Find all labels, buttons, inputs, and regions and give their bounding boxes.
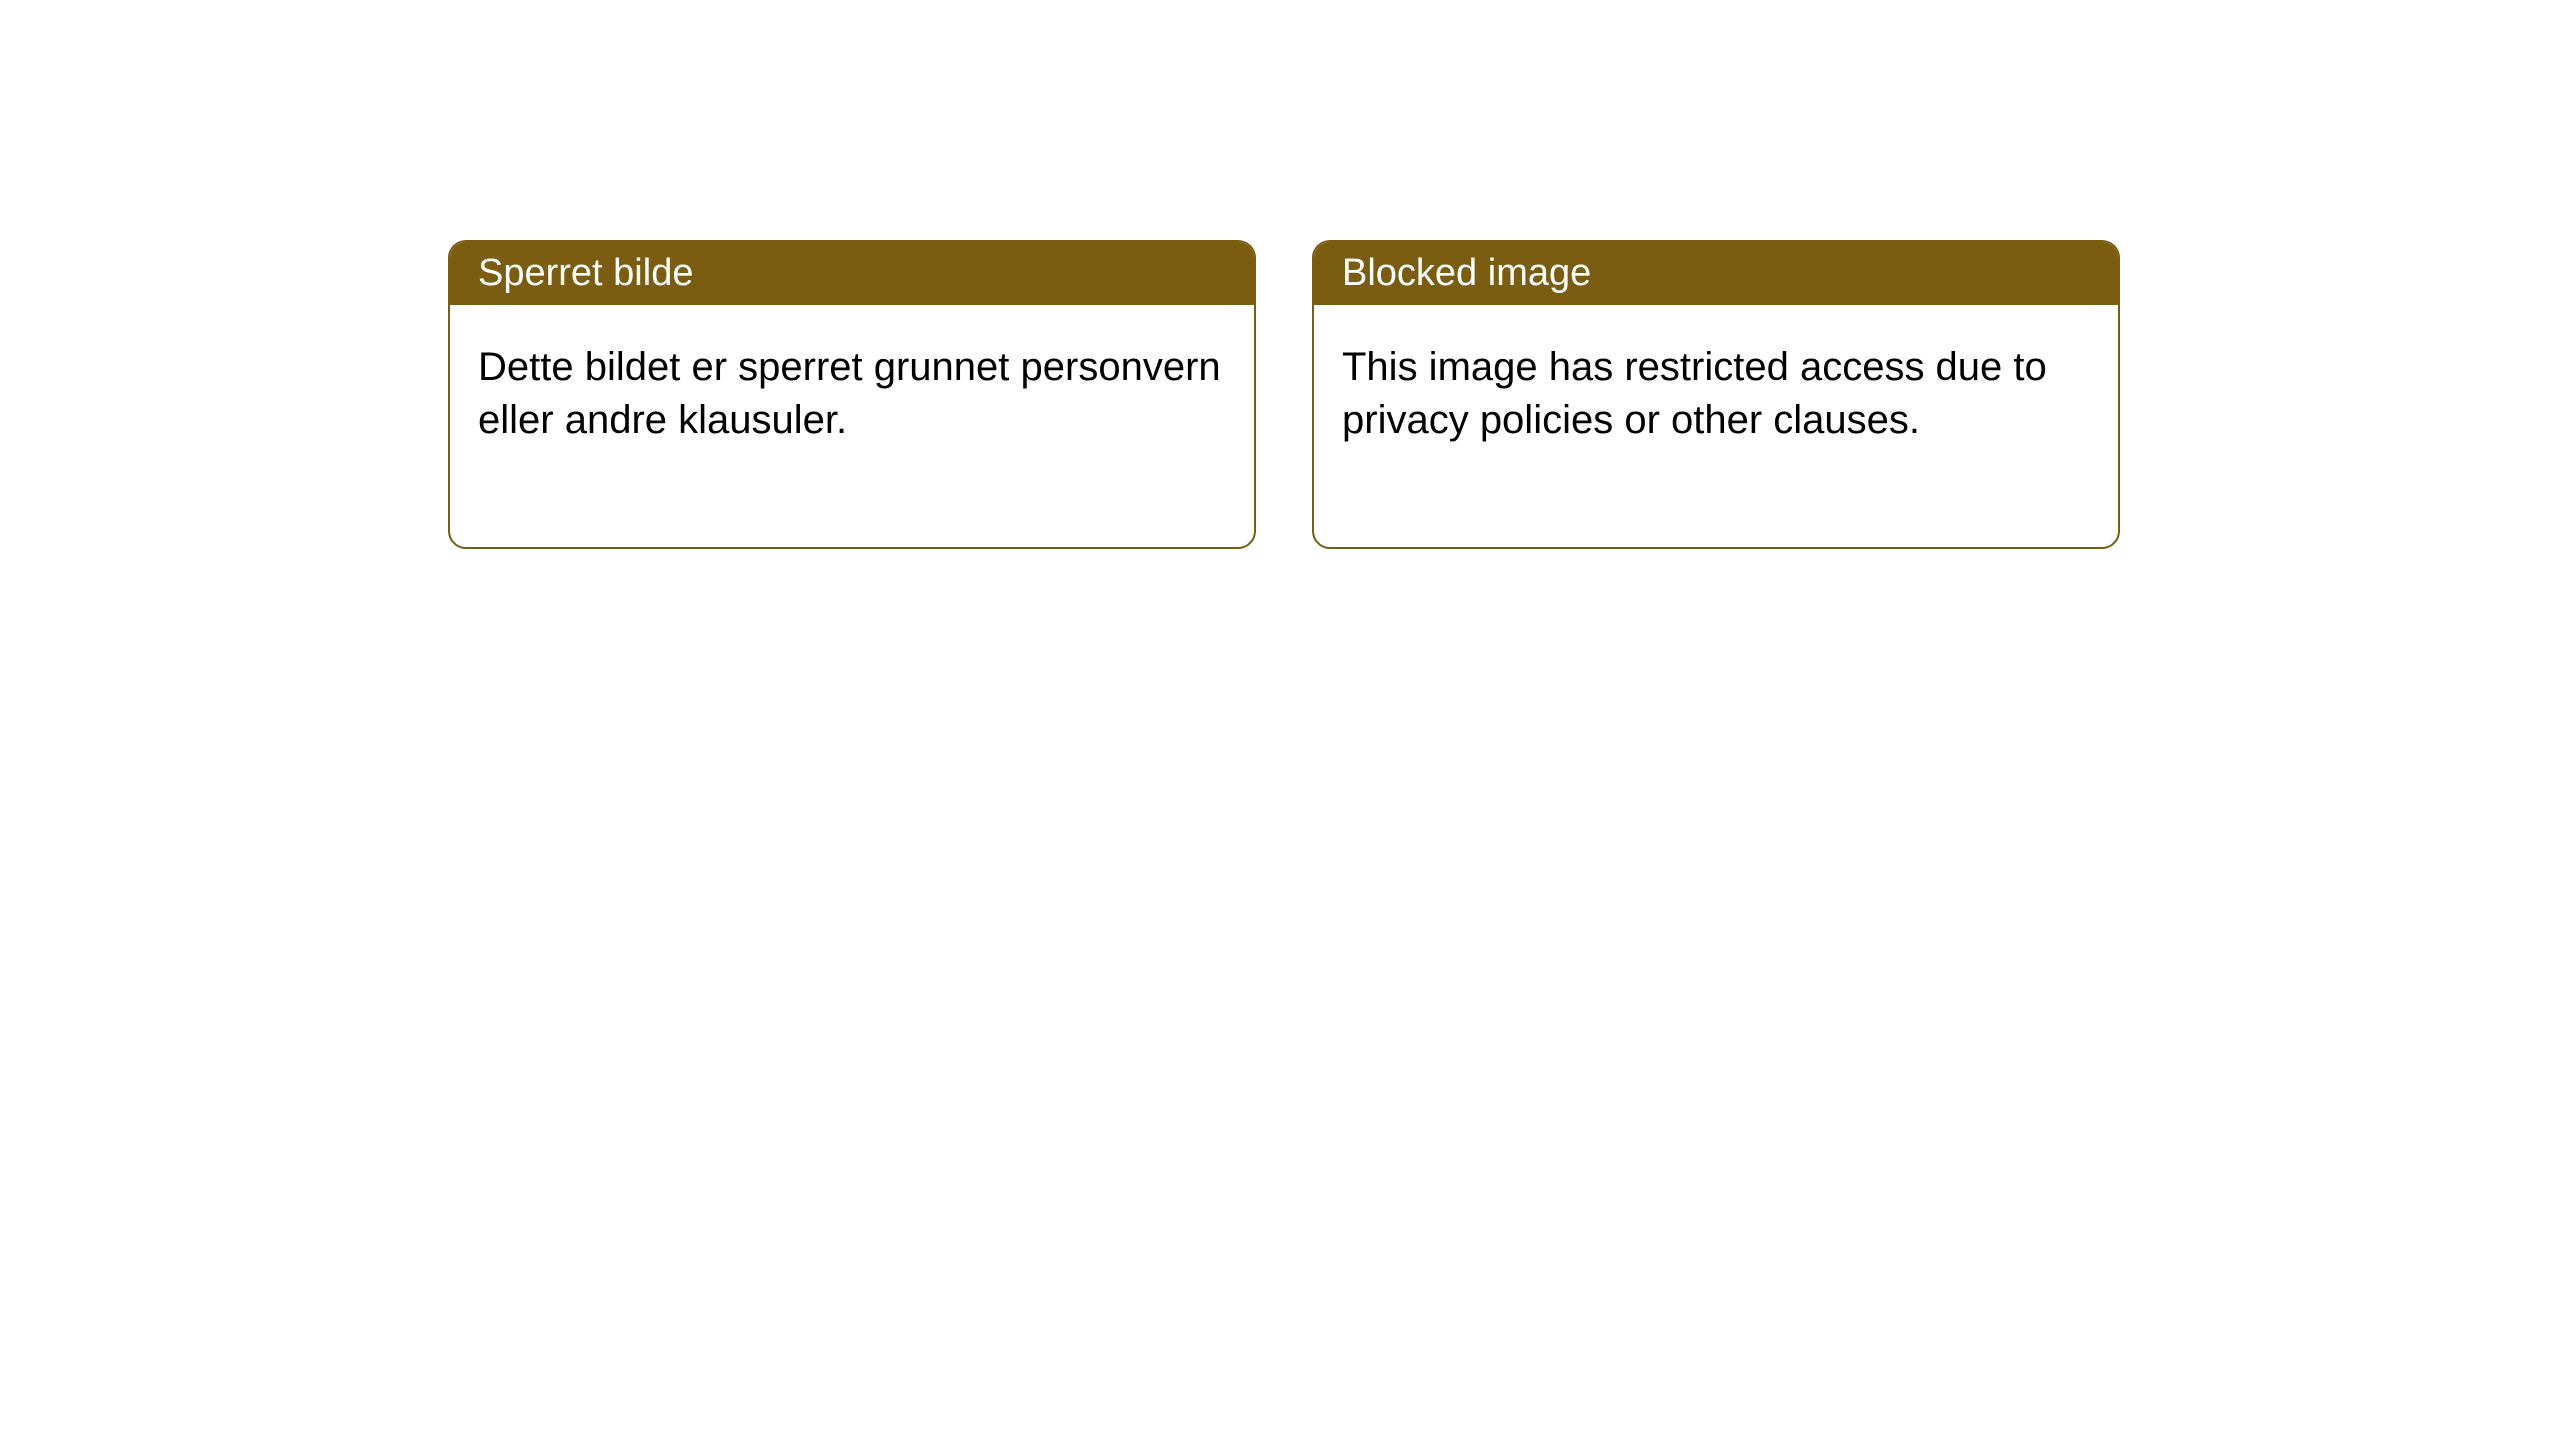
notice-title: Blocked image: [1342, 252, 1591, 294]
notice-card-header: Blocked image: [1314, 242, 2118, 305]
notice-card-body: This image has restricted access due to …: [1314, 305, 2118, 547]
notice-card-english: Blocked image This image has restricted …: [1312, 240, 2120, 549]
notice-card-header: Sperret bilde: [450, 242, 1254, 305]
notice-body-text: Dette bildet er sperret grunnet personve…: [478, 345, 1221, 442]
notice-card-norwegian: Sperret bilde Dette bildet er sperret gr…: [448, 240, 1256, 549]
notice-card-body: Dette bildet er sperret grunnet personve…: [450, 305, 1254, 547]
notice-title: Sperret bilde: [478, 252, 693, 294]
notice-body-text: This image has restricted access due to …: [1342, 345, 2047, 442]
notice-container: Sperret bilde Dette bildet er sperret gr…: [0, 0, 2560, 549]
